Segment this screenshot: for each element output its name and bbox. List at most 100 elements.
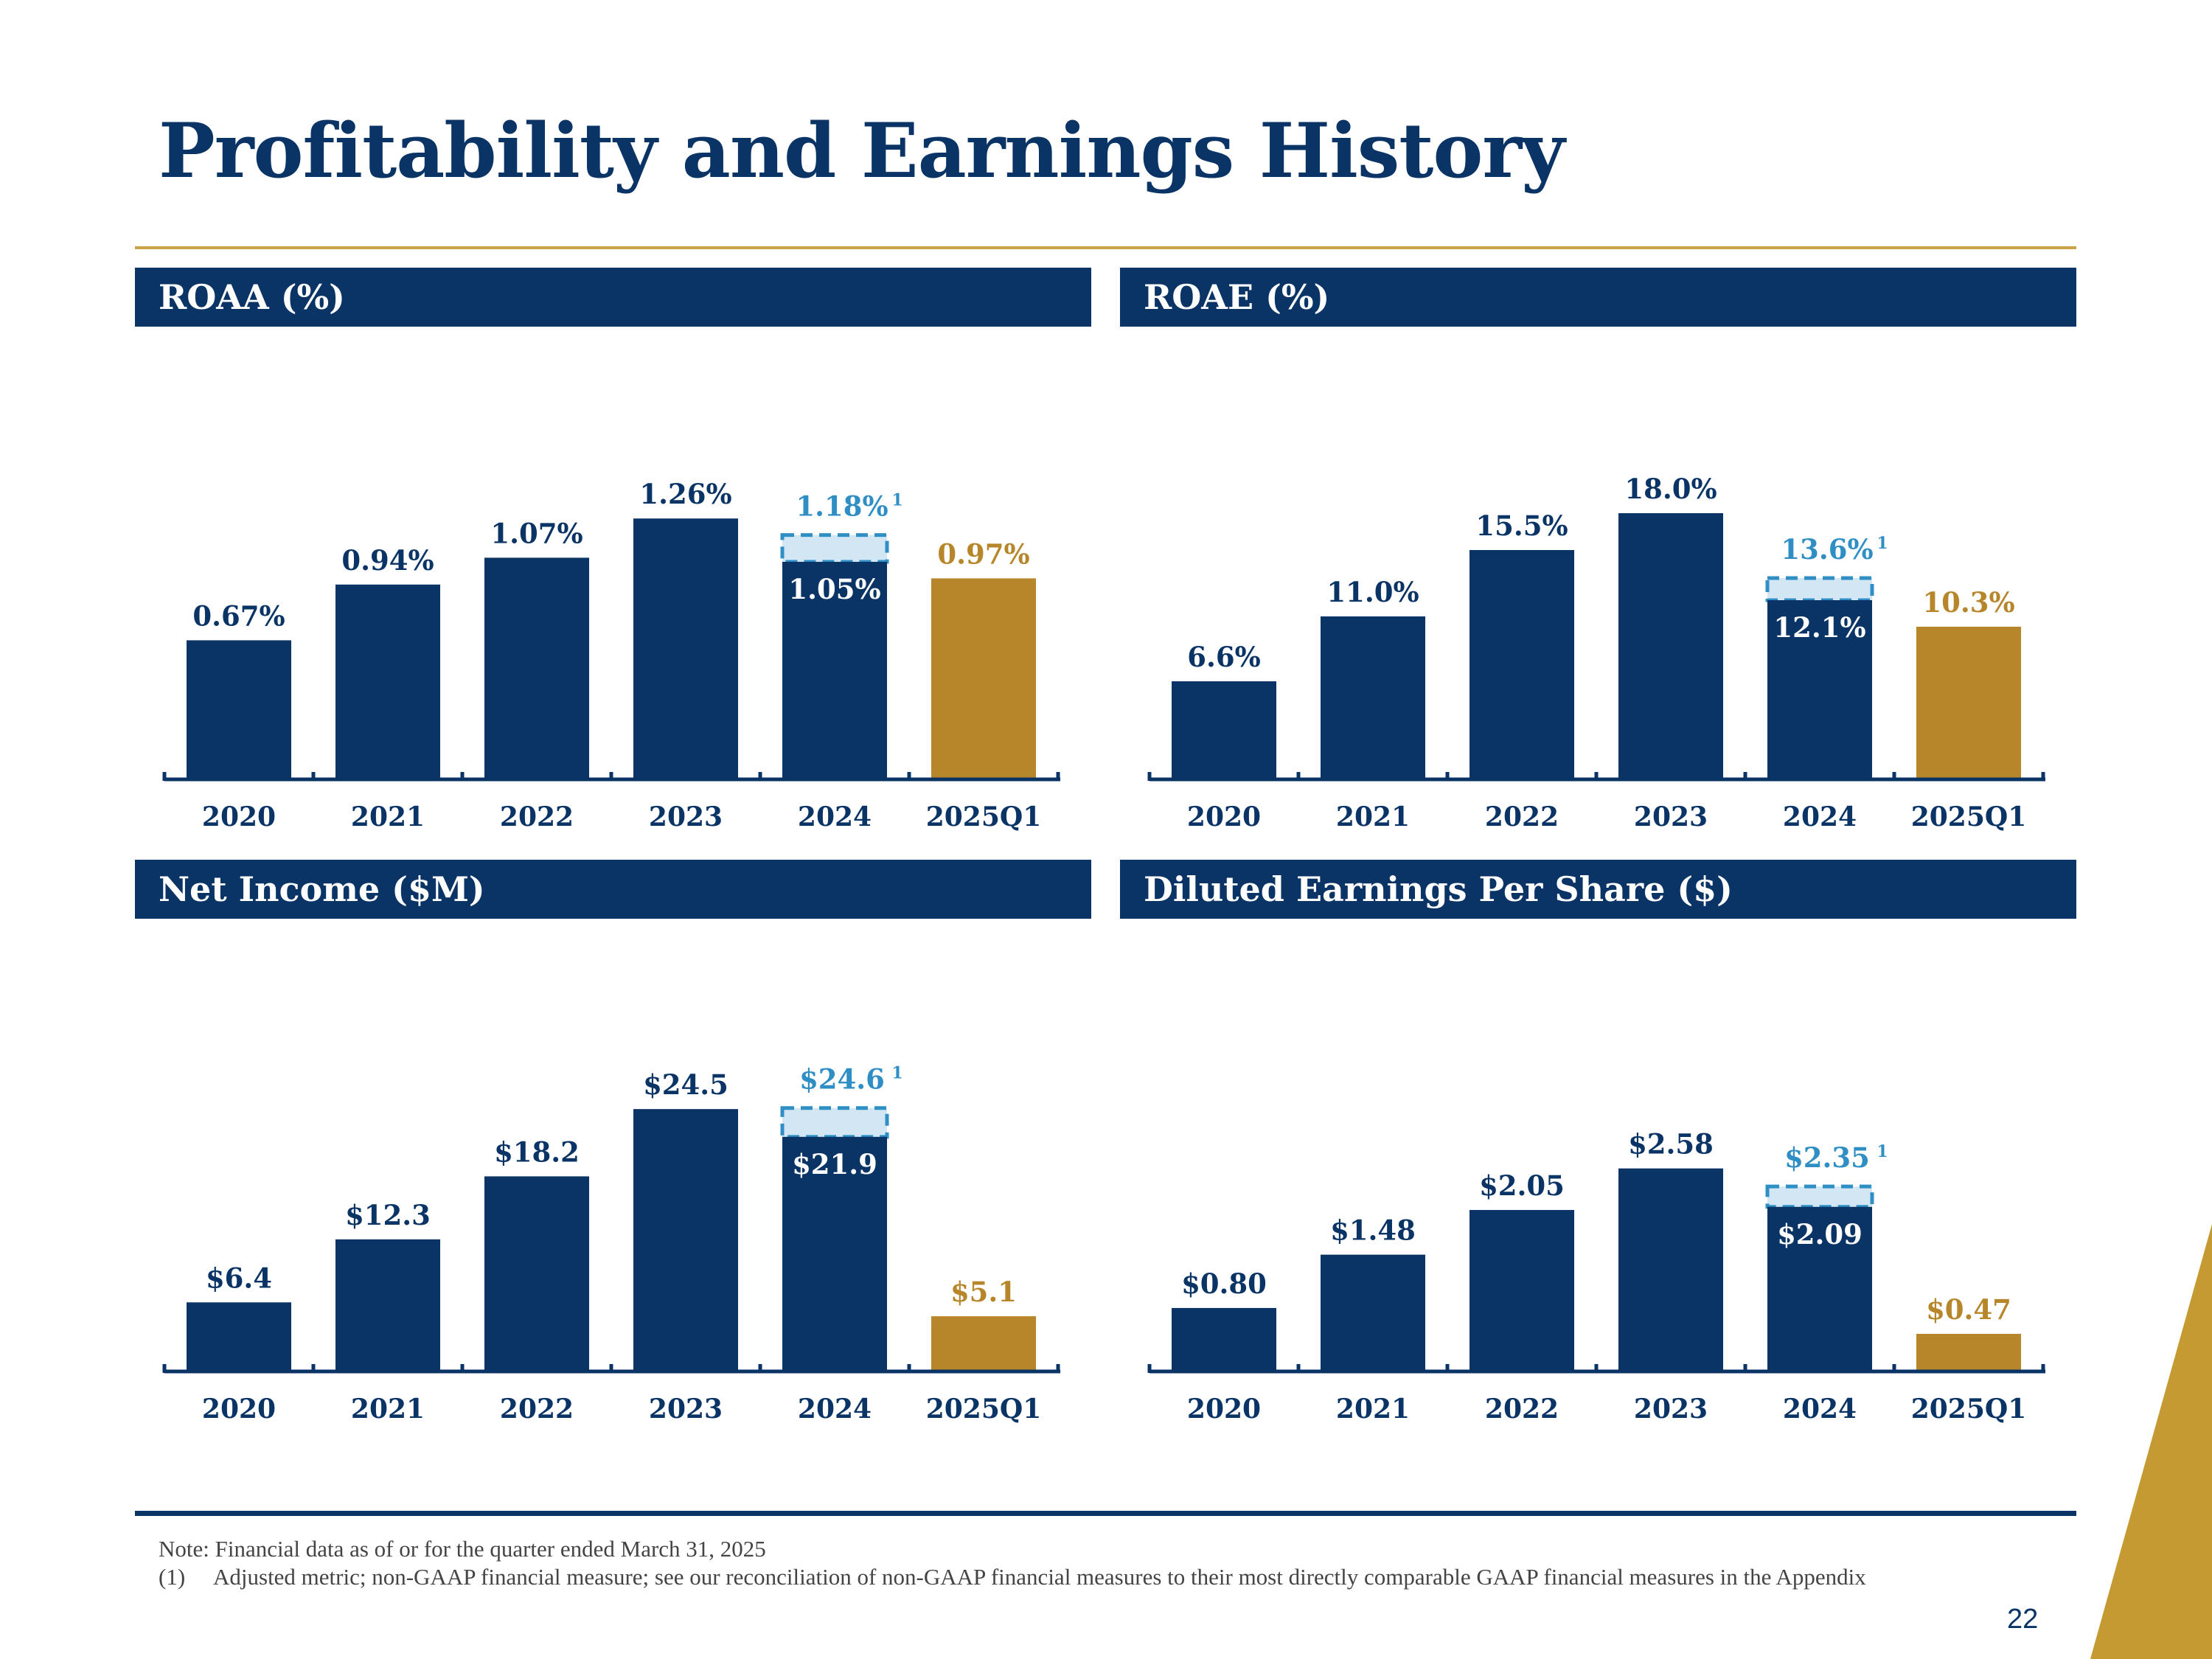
roaa-bar [782,562,887,779]
net-income-category-label: 2020 [202,1394,276,1425]
roae-category-label: 2020 [1187,801,1261,832]
net-income-category-label: 2024 [798,1394,872,1425]
roae-bar [1321,616,1425,779]
roae-bar [1470,550,1574,779]
roae-bar [1916,627,2021,779]
net-income-bar [187,1302,291,1371]
roae-value-label: 15.5% [1475,509,1568,542]
roae-category-label: 2024 [1783,801,1857,832]
net-income-value-label: $5.1 [950,1276,1017,1308]
roaa-adjusted-footnote: 1 [891,491,902,510]
eps-bar [1172,1307,1276,1371]
roae-bar [1767,600,1872,779]
net-income-panel: Net Income ($M) $6.4 2020 $12.3 2021 $18.2 20… [135,860,1091,1425]
roaa-adjusted-label: 1.18% [796,490,888,523]
roae-chart: 6.6% 2020 11.0% 2021 15.5% 2022 18.0% 2023 12.1%… [1147,473,2045,832]
eps-value-label: $2.58 [1628,1128,1714,1161]
eps-value-label: $0.80 [1181,1267,1267,1300]
eps-bar [1321,1254,1425,1371]
roae-category-label: 2025Q1 [1911,801,2027,832]
roaa-chart: 0.67% 2020 0.94% 2021 1.07% 2022 1.26% 2023 1.05… [162,478,1060,832]
net-income-chart: $6.4 2020 $12.3 2021 $18.2 2022 $24.5 2023 $21.9… [162,1063,1060,1425]
roaa-category-label: 2023 [649,801,723,832]
roaa-bar [484,557,589,779]
roae-category-label: 2022 [1485,801,1559,832]
net-income-category-label: 2021 [351,1394,425,1425]
roaa-value-label: 1.07% [490,517,582,549]
roaa-value-label: 1.26% [639,478,731,510]
roaa-value-label: 0.97% [937,538,1029,570]
footer-divider [135,1511,2076,1516]
page-title: Profitability and Earnings History [159,107,1565,195]
eps-bar [1470,1210,1574,1371]
roaa-bar [931,578,1036,779]
eps-category-label: 2025Q1 [1911,1394,2027,1425]
roae-bar [1618,513,1723,779]
title-divider [135,246,2076,249]
roae-value-label: 10.3% [1922,586,2014,619]
roae-bar [1172,681,1276,779]
net-income-category-label: 2022 [500,1394,574,1425]
roae-value-label: 6.6% [1187,641,1261,673]
net-income-header: Net Income ($M) [135,860,1091,919]
diluted-eps-panel: Diluted Earnings Per Share ($) $0.80 2020… [1120,860,2076,1425]
net-income-bar [335,1239,440,1371]
roaa-bar [335,584,440,779]
net-income-value-label: $12.3 [345,1199,431,1231]
footnotes: Note: Financial data as of or for the qu… [159,1535,1928,1591]
footnote-note: Note: Financial data as of or for the qu… [159,1536,766,1562]
roaa-category-label: 2024 [798,801,872,832]
net-income-bar [931,1316,1036,1371]
roae-panel: ROAE (%) 6.6% 2020 11.0% 2021 15.5% 2022 18.0%… [1120,268,2076,832]
eps-category-label: 2020 [1187,1394,1261,1425]
net-income-value-label: $24.5 [643,1068,728,1101]
net-income-bar [782,1136,887,1371]
roae-value-label: 18.0% [1624,473,1717,505]
eps-category-label: 2022 [1485,1394,1559,1425]
diluted-eps-chart: $0.80 2020 $1.48 2021 $2.05 2022 $2.58 2023 $2.0… [1147,1128,2045,1425]
roaa-header: ROAA (%) [135,268,1091,327]
roaa-value-label: 0.67% [192,599,285,632]
eps-value-label: $1.48 [1330,1214,1416,1247]
roae-value-label: 12.1% [1773,611,1865,644]
roaa-panel: ROAA (%) 0.67% 2020 0.94% 2021 1.07% 2022 1.26… [135,268,1091,832]
page-number: 22 [2007,1604,2039,1635]
roaa-category-label: 2022 [500,801,574,832]
net-income-adjusted-footnote: 1 [891,1064,902,1083]
eps-bar [1767,1206,1872,1371]
eps-category-label: 2021 [1336,1394,1410,1425]
roaa-category-label: 2021 [351,801,425,832]
roaa-value-label: 0.94% [341,544,434,577]
roaa-category-label: 2025Q1 [926,801,1042,832]
roae-category-label: 2021 [1336,801,1410,832]
footnote-item: (1) Adjusted metric; non-GAAP financial … [159,1563,1928,1591]
roaa-bar [633,518,738,779]
footnote-number: (1) [159,1564,186,1590]
eps-adjusted-label: $2.35 [1784,1141,1870,1174]
roae-adjusted-label: 13.6% [1781,533,1873,566]
net-income-adjusted-label: $24.6 [799,1063,885,1096]
net-income-value-label: $21.9 [792,1148,877,1180]
eps-value-label: $2.09 [1777,1218,1863,1251]
diluted-eps-header: Diluted Earnings Per Share ($) [1120,860,2076,919]
net-income-category-label: 2023 [649,1394,723,1425]
roaa-bar [187,640,291,779]
net-income-value-label: $18.2 [494,1135,580,1168]
eps-value-label: $2.05 [1479,1169,1565,1202]
eps-bar [1618,1168,1723,1371]
roae-header: ROAE (%) [1120,268,2076,327]
eps-adjusted-footnote: 1 [1877,1142,1888,1161]
roae-bar-adjusted [1765,576,1874,602]
roae-category-label: 2023 [1634,801,1708,832]
net-income-bar [633,1109,738,1371]
footnote-text: Adjusted metric; non-GAAP financial meas… [213,1564,1866,1590]
eps-value-label: $0.47 [1926,1293,2011,1326]
roae-value-label: 11.0% [1326,576,1419,608]
eps-bar-adjusted [1765,1184,1874,1209]
net-income-value-label: $6.4 [206,1262,272,1294]
roaa-bar-adjusted [780,533,889,564]
eps-bar [1916,1334,2021,1371]
eps-category-label: 2023 [1634,1394,1708,1425]
roaa-value-label: 1.05% [788,573,880,605]
